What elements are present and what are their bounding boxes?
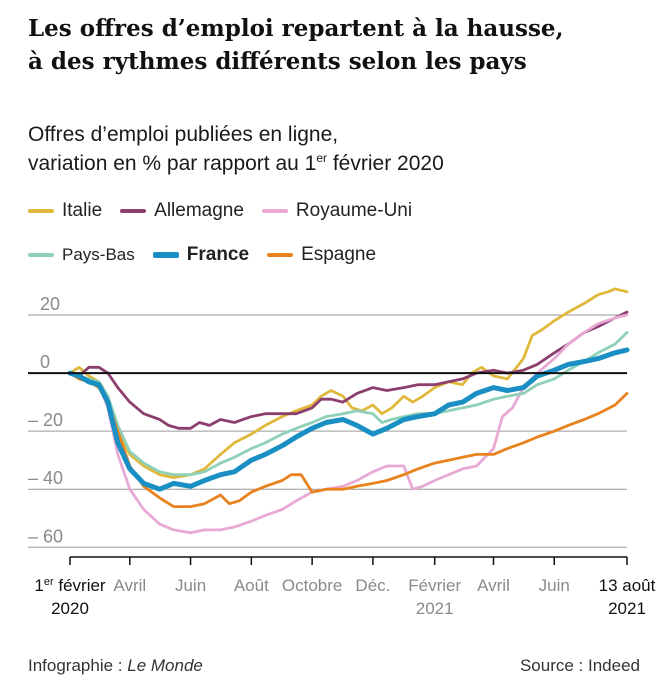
- legend-label: Allemagne: [154, 200, 244, 221]
- credit-name: Le Monde: [127, 656, 203, 675]
- legend-swatch: [152, 252, 179, 258]
- legend-item-allemagne: Allemagne: [120, 200, 244, 222]
- y-tick-label: 20: [40, 294, 60, 314]
- legend-label: France: [186, 244, 250, 265]
- legend-row-2: Pays-Bas France Espagne: [28, 244, 394, 266]
- credit: Infographie : Le Monde: [28, 656, 203, 676]
- source: Source : Indeed: [519, 656, 640, 675]
- subtitle-superscript: er: [316, 151, 328, 165]
- y-tick-label: 0: [40, 352, 50, 372]
- x-tick-label: 13 août: [599, 576, 656, 595]
- y-tick-label: – 60: [28, 526, 63, 546]
- chart-title-line-2: à des rythmes différents selon les pays: [28, 48, 527, 75]
- subtitle-suffix: février 2020: [327, 152, 444, 175]
- x-tick-year-label: 2021: [608, 599, 646, 618]
- x-tick-label: Déc.: [355, 576, 390, 595]
- credit-prefix: Infographie :: [28, 656, 128, 675]
- legend-row-1: Italie Allemagne Royaume-Uni: [28, 200, 430, 222]
- legend-item-royaume-uni: Royaume-Uni: [261, 200, 413, 222]
- line-chart: 20 0 – 20 – 40 – 60 1er février 2020 Avril Juin A…: [28, 287, 656, 618]
- x-tick-year-label: 2020: [51, 599, 89, 618]
- x-tick-year-label: 2021: [416, 599, 454, 618]
- x-tick-label: Juin: [539, 576, 570, 595]
- legend-item-pays-bas: Pays-Bas: [28, 245, 135, 265]
- x-tick-label: Avril: [113, 576, 146, 595]
- x-tick-label: Avril: [477, 576, 510, 595]
- x-tick-label: Juin: [175, 576, 206, 595]
- series-line-pays-bas: [68, 331, 629, 477]
- chart-subtitle: Offres d’emploi publiées en ligne, varia…: [28, 120, 648, 178]
- x-tick-label: 1er février: [34, 576, 106, 595]
- series-line-france: [67, 347, 630, 492]
- legend-label: Italie: [62, 200, 103, 221]
- legend-swatch: [28, 253, 54, 257]
- x-tick-label: Août: [234, 576, 269, 595]
- x-tick-label: Février: [408, 576, 461, 595]
- chart-title: Les offres d’emploi repartent à la hauss…: [28, 12, 648, 78]
- legend-label: Espagne: [301, 244, 377, 265]
- legend-swatch: [267, 253, 294, 257]
- x-tick-label: Octobre: [282, 576, 342, 595]
- legend-label: Pays-Bas: [62, 245, 135, 264]
- legend-swatch: [261, 209, 288, 213]
- chart-subtitle-line-1: Offres d’emploi publiées en ligne,: [28, 123, 339, 146]
- y-tick-label: – 20: [28, 410, 63, 430]
- y-tick-label: – 40: [28, 468, 63, 488]
- chart-subtitle-line-2: variation en % par rapport au 1er févrie…: [28, 149, 648, 178]
- legend-item-italie: Italie: [28, 200, 102, 222]
- legend-swatch: [28, 209, 54, 213]
- subtitle-prefix: variation en % par rapport au 1: [28, 152, 317, 175]
- legend-item-france: France: [152, 244, 250, 266]
- legend-swatch: [120, 209, 147, 213]
- chart-title-line-1: Les offres d’emploi repartent à la hauss…: [28, 15, 564, 42]
- legend-item-espagne: Espagne: [267, 244, 376, 266]
- legend-label: Royaume-Uni: [295, 200, 413, 221]
- series-line-allemagne: [68, 310, 629, 430]
